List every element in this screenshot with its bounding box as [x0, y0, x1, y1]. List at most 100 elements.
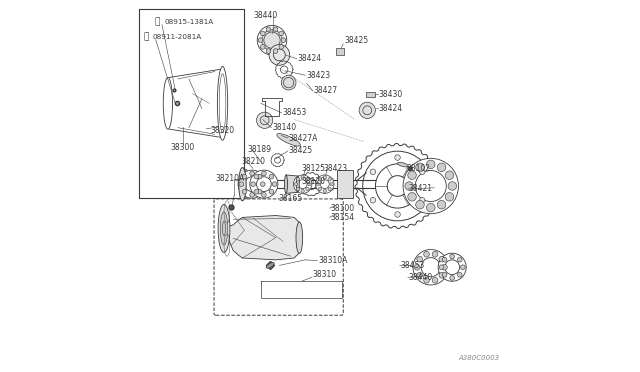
Circle shape: [370, 198, 376, 203]
Circle shape: [284, 77, 294, 88]
Circle shape: [257, 25, 287, 55]
Polygon shape: [224, 215, 300, 260]
Circle shape: [242, 189, 247, 194]
Circle shape: [448, 182, 456, 190]
Circle shape: [266, 27, 271, 32]
Circle shape: [257, 174, 262, 179]
Text: 38425: 38425: [289, 147, 313, 155]
Text: 38120: 38120: [301, 177, 326, 186]
Ellipse shape: [243, 169, 249, 199]
Circle shape: [405, 182, 413, 190]
Circle shape: [445, 193, 454, 201]
Circle shape: [238, 170, 266, 198]
Circle shape: [416, 201, 424, 209]
Circle shape: [296, 187, 300, 191]
Ellipse shape: [266, 263, 275, 268]
Circle shape: [363, 106, 372, 115]
Circle shape: [262, 193, 266, 197]
Text: 08911-2081A: 08911-2081A: [153, 34, 202, 40]
Circle shape: [269, 45, 290, 65]
Text: 38102: 38102: [407, 164, 431, 173]
Circle shape: [269, 189, 274, 194]
Circle shape: [281, 75, 296, 90]
Bar: [337, 170, 353, 198]
Circle shape: [437, 163, 446, 171]
Circle shape: [279, 31, 284, 36]
Circle shape: [279, 45, 284, 49]
Circle shape: [254, 189, 259, 194]
Bar: [139, 9, 244, 198]
Circle shape: [437, 201, 446, 209]
Ellipse shape: [223, 221, 225, 236]
Circle shape: [296, 178, 300, 181]
Bar: [336, 48, 344, 55]
Polygon shape: [286, 175, 298, 193]
Circle shape: [330, 183, 333, 186]
Text: 38427A: 38427A: [289, 134, 318, 142]
Circle shape: [445, 171, 454, 179]
Circle shape: [306, 187, 309, 191]
Circle shape: [281, 38, 286, 42]
Circle shape: [251, 182, 255, 186]
Circle shape: [266, 49, 271, 53]
Text: 38125: 38125: [301, 164, 326, 173]
Circle shape: [439, 256, 445, 262]
Circle shape: [254, 174, 259, 179]
Circle shape: [273, 49, 285, 61]
Circle shape: [432, 251, 438, 257]
Text: Ⓝ: Ⓝ: [143, 32, 148, 41]
Text: 38423: 38423: [306, 71, 330, 80]
Circle shape: [257, 112, 273, 128]
Text: 38423: 38423: [324, 164, 348, 173]
Ellipse shape: [296, 176, 300, 192]
Circle shape: [260, 45, 265, 49]
Text: 38440: 38440: [253, 10, 278, 20]
Circle shape: [442, 257, 447, 262]
Text: 08915-1381A: 08915-1381A: [164, 19, 213, 25]
Circle shape: [450, 276, 454, 280]
Circle shape: [250, 171, 254, 176]
Text: 38427: 38427: [314, 86, 337, 95]
Circle shape: [442, 272, 447, 277]
Text: 38154: 38154: [330, 213, 355, 222]
Circle shape: [306, 178, 309, 181]
Text: 38453: 38453: [282, 108, 307, 118]
Ellipse shape: [397, 162, 408, 167]
Circle shape: [408, 171, 417, 179]
Circle shape: [417, 272, 422, 278]
Ellipse shape: [277, 134, 300, 146]
Circle shape: [272, 182, 277, 186]
Circle shape: [426, 203, 435, 212]
Ellipse shape: [239, 167, 246, 201]
Ellipse shape: [218, 205, 230, 253]
Text: 38310A: 38310A: [318, 256, 348, 265]
Circle shape: [419, 198, 425, 203]
Circle shape: [264, 32, 280, 48]
Text: 38430: 38430: [378, 90, 403, 99]
Circle shape: [359, 102, 376, 118]
Circle shape: [421, 258, 440, 277]
Text: 38440: 38440: [408, 273, 433, 282]
Circle shape: [273, 27, 278, 32]
Circle shape: [260, 116, 269, 125]
Text: 38100: 38100: [330, 203, 355, 213]
Circle shape: [439, 265, 444, 270]
Circle shape: [323, 176, 326, 179]
Circle shape: [260, 182, 265, 186]
Text: A380C0003: A380C0003: [458, 355, 499, 361]
Circle shape: [318, 178, 322, 181]
Circle shape: [269, 174, 274, 179]
Circle shape: [438, 253, 466, 281]
Bar: [366, 92, 374, 97]
Circle shape: [413, 250, 449, 285]
Circle shape: [316, 183, 319, 186]
Circle shape: [257, 189, 262, 194]
Text: 38424: 38424: [298, 54, 322, 63]
Circle shape: [416, 163, 424, 171]
Text: 38320: 38320: [210, 126, 234, 135]
Circle shape: [417, 256, 422, 262]
Circle shape: [442, 264, 447, 270]
Circle shape: [260, 31, 265, 36]
Circle shape: [318, 187, 322, 191]
Text: 38210: 38210: [242, 157, 266, 166]
